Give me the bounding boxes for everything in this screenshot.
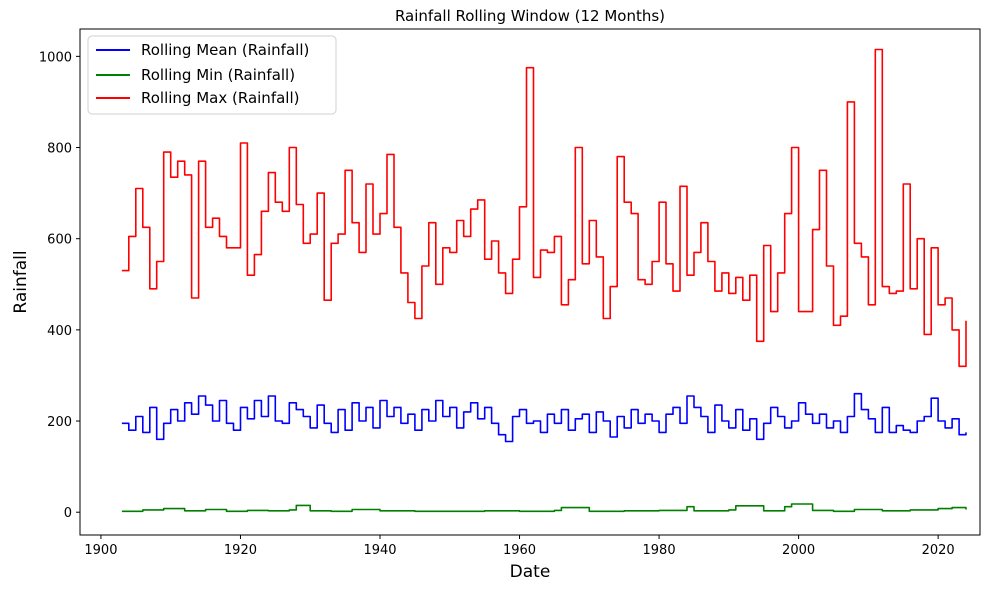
plot-frame xyxy=(79,28,981,536)
legend-entry-mean: Rolling Mean (Rainfall) xyxy=(96,41,309,59)
chart-title: Rainfall Rolling Window (12 Months) xyxy=(395,7,665,25)
y-tick-label: 200 xyxy=(47,415,72,430)
legend-entry-min: Rolling Min (Rainfall) xyxy=(96,66,295,84)
x-tick-label: 2020 xyxy=(922,543,955,558)
x-axis-label: Date xyxy=(510,562,551,582)
y-tick-label: 800 xyxy=(47,142,72,157)
y-axis-ticks: 0 200 400 600 800 1000 xyxy=(39,50,80,521)
series-layer xyxy=(121,48,967,513)
legend-label-min: Rolling Min (Rainfall) xyxy=(141,66,295,84)
y-axis-label: Rainfall xyxy=(11,250,31,313)
legend-box xyxy=(87,35,337,115)
x-tick-label: 1900 xyxy=(84,543,117,558)
x-axis-ticks: 1900 1920 1940 1960 1980 2000 2020 xyxy=(84,535,955,558)
legend: Rolling Mean (Rainfall) Rolling Min (Rai… xyxy=(87,35,337,115)
x-tick-label: 1980 xyxy=(643,543,676,558)
x-tick-label: 1920 xyxy=(224,543,257,558)
legend-entry-max: Rolling Max (Rainfall) xyxy=(96,89,299,107)
legend-label-mean: Rolling Mean (Rainfall) xyxy=(141,41,309,59)
plot-area xyxy=(79,28,981,536)
series-line-min xyxy=(121,503,967,513)
y-tick-label: 400 xyxy=(47,324,72,339)
legend-label-max: Rolling Max (Rainfall) xyxy=(141,89,299,107)
x-tick-label: 2000 xyxy=(782,543,815,558)
y-tick-label: 600 xyxy=(47,233,72,248)
y-tick-label: 1000 xyxy=(39,50,72,65)
series-line-mean xyxy=(121,392,967,443)
x-tick-label: 1960 xyxy=(503,543,536,558)
series-line-max xyxy=(121,48,967,368)
y-tick-label: 0 xyxy=(64,506,72,521)
x-tick-label: 1940 xyxy=(363,543,396,558)
